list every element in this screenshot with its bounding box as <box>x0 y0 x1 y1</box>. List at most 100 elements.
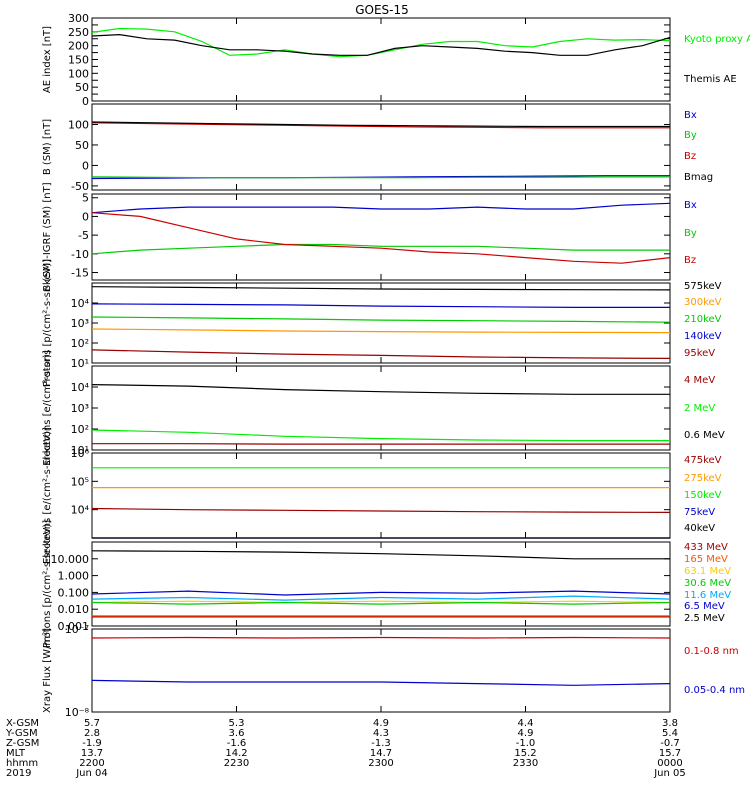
panel-frame <box>91 365 671 451</box>
legend-entry: 140keV <box>684 331 722 342</box>
y-tick-label: 0.100 <box>58 586 90 599</box>
panel-6: 10⁴ 10⁵ 10⁶ Electrons [e/(cm²-s-sr-keV)] 475… <box>42 427 722 564</box>
legend-entry: 150keV <box>684 490 722 501</box>
legend-entry: 40keV <box>684 523 715 534</box>
y-axis-label: B (SM) [nT] <box>42 119 53 175</box>
y-tick-label: 10¹ <box>71 444 89 457</box>
legend-entry: By <box>684 228 697 239</box>
legend-entry: 30.6 MeV <box>684 578 731 589</box>
y-tick-label: 50 <box>75 139 89 152</box>
legend-entry: 165 MeV <box>684 554 728 565</box>
legend-entry: Bx <box>684 200 697 211</box>
y-tick-label: 10⁴ <box>71 504 90 517</box>
x-axis-value: 2.8 <box>84 728 100 739</box>
y-tick-label: 100 <box>68 67 89 80</box>
x-row-label: MLT <box>6 748 26 759</box>
legend-entry: 95keV <box>684 348 715 359</box>
legend-entry: Bmag <box>684 172 713 183</box>
panel-2: -50 0 50 100 B (SM) [nT] Bx By Bz Bmag <box>42 103 713 193</box>
panel-frame <box>91 282 671 364</box>
x-axis-value: -1.9 <box>82 738 102 749</box>
panel-8: 10⁻⁸ 10⁻⁷ Xray Flux [W/m²] 0.1-0.8 nm 0.05-0… <box>42 623 745 719</box>
x-axis-value: 13.7 <box>81 748 103 759</box>
x-axis-value: 5.4 <box>662 728 678 739</box>
series-line <box>91 176 670 179</box>
x-axis-value: 4.9 <box>518 728 534 739</box>
y-tick-label: 150 <box>68 54 89 67</box>
panel-4: 10¹ 10² 10³ 10⁴ Protons [p/(cm²-s-sr-keV)] 57… <box>42 259 722 387</box>
x-axis-value: 15.2 <box>514 748 536 759</box>
legend-entry: 75keV <box>684 507 715 518</box>
y-axis-label: AE index [nT] <box>42 26 53 93</box>
y-tick-label: 10.000 <box>51 553 90 566</box>
x-axis-value: 2230 <box>224 758 249 769</box>
series-line <box>91 601 671 605</box>
series-line <box>91 550 670 560</box>
y-tick-label: 10⁴ <box>71 297 90 310</box>
y-tick-label: 50 <box>75 81 89 94</box>
legend-entry: 300keV <box>684 297 722 308</box>
y-tick-label: -10 <box>71 248 89 261</box>
y-tick-label: 10³ <box>71 402 89 415</box>
y-tick-label: 10¹ <box>71 357 89 370</box>
legend-entry: Kyoto proxy AE <box>684 34 750 45</box>
series-line <box>91 286 671 291</box>
series-line <box>91 507 671 514</box>
series-line <box>91 316 671 323</box>
y-axis-label: Protons [p/(cm²-s-sr-keV)] <box>42 520 53 648</box>
legend-entry: 0.1-0.8 nm <box>684 646 739 657</box>
legend-entry: 2.5 MeV <box>684 613 725 624</box>
x-axis-value: 14.2 <box>225 748 247 759</box>
x-axis-value: 5.7 <box>84 718 100 729</box>
panel-frame <box>91 628 671 713</box>
y-tick-label: 1.000 <box>58 570 90 583</box>
x-axis-value: 5.3 <box>229 718 245 729</box>
legend-entry: 210keV <box>684 314 722 325</box>
series-line <box>91 595 671 601</box>
x-row-label: Z-GSM <box>6 738 39 749</box>
x-row-label: X-GSM <box>6 718 39 729</box>
legend-entry: 11.6 MeV <box>684 590 731 601</box>
series-line <box>91 636 671 639</box>
x-row-label: hhmm <box>6 758 38 769</box>
y-tick-label: 0 <box>82 210 89 223</box>
y-tick-label: 100 <box>68 118 89 131</box>
x-axis-value: 15.7 <box>659 748 681 759</box>
x-axis-value: 3.8 <box>662 718 678 729</box>
y-tick-label: 10⁴ <box>71 381 90 394</box>
series-line <box>91 303 670 308</box>
series-line <box>91 600 671 604</box>
series-line <box>91 349 671 359</box>
x-axis-value: 14.7 <box>370 748 392 759</box>
x-axis-value: 0000 <box>657 758 682 769</box>
y-axis-label: Xray Flux [W/m²] <box>42 628 53 713</box>
x-axis-value: -1.6 <box>227 738 247 749</box>
y-tick-label: 0.001 <box>58 620 90 633</box>
x-row-label: Y-GSM <box>5 728 38 739</box>
legend-entry: By <box>684 130 697 141</box>
y-tick-label: -15 <box>71 267 89 280</box>
y-tick-label: 10⁻⁸ <box>65 706 90 719</box>
x-axis-value: -0.7 <box>660 738 680 749</box>
panel-5: 10¹ 10² 10³ 10⁴ Electrons [e/(cm²-s-sr)] 4 Me… <box>42 350 725 466</box>
y-axis-label: Electrons [e/(cm²-s-sr-keV)] <box>42 427 53 564</box>
series-line <box>91 429 670 442</box>
legend-entry: Bx <box>684 110 697 121</box>
series-line <box>91 384 670 395</box>
series-line <box>91 202 671 214</box>
x-axis-value: 4.9 <box>373 718 389 729</box>
y-tick-label: -50 <box>71 180 89 193</box>
legend-entry: 63.1 MeV <box>684 566 731 577</box>
y-axis-label: Electrons [e/(cm²-s-sr)] <box>42 350 53 466</box>
y-tick-label: 200 <box>68 40 89 53</box>
panel-frame <box>91 452 671 539</box>
series-line <box>91 33 671 56</box>
series-line <box>91 121 670 128</box>
y-tick-label: 10³ <box>71 317 89 330</box>
series-line <box>91 590 671 596</box>
y-tick-label: 0.010 <box>58 603 90 616</box>
y-axis-label: Protons [p/(cm²-s-sr-keV)] <box>42 259 53 387</box>
